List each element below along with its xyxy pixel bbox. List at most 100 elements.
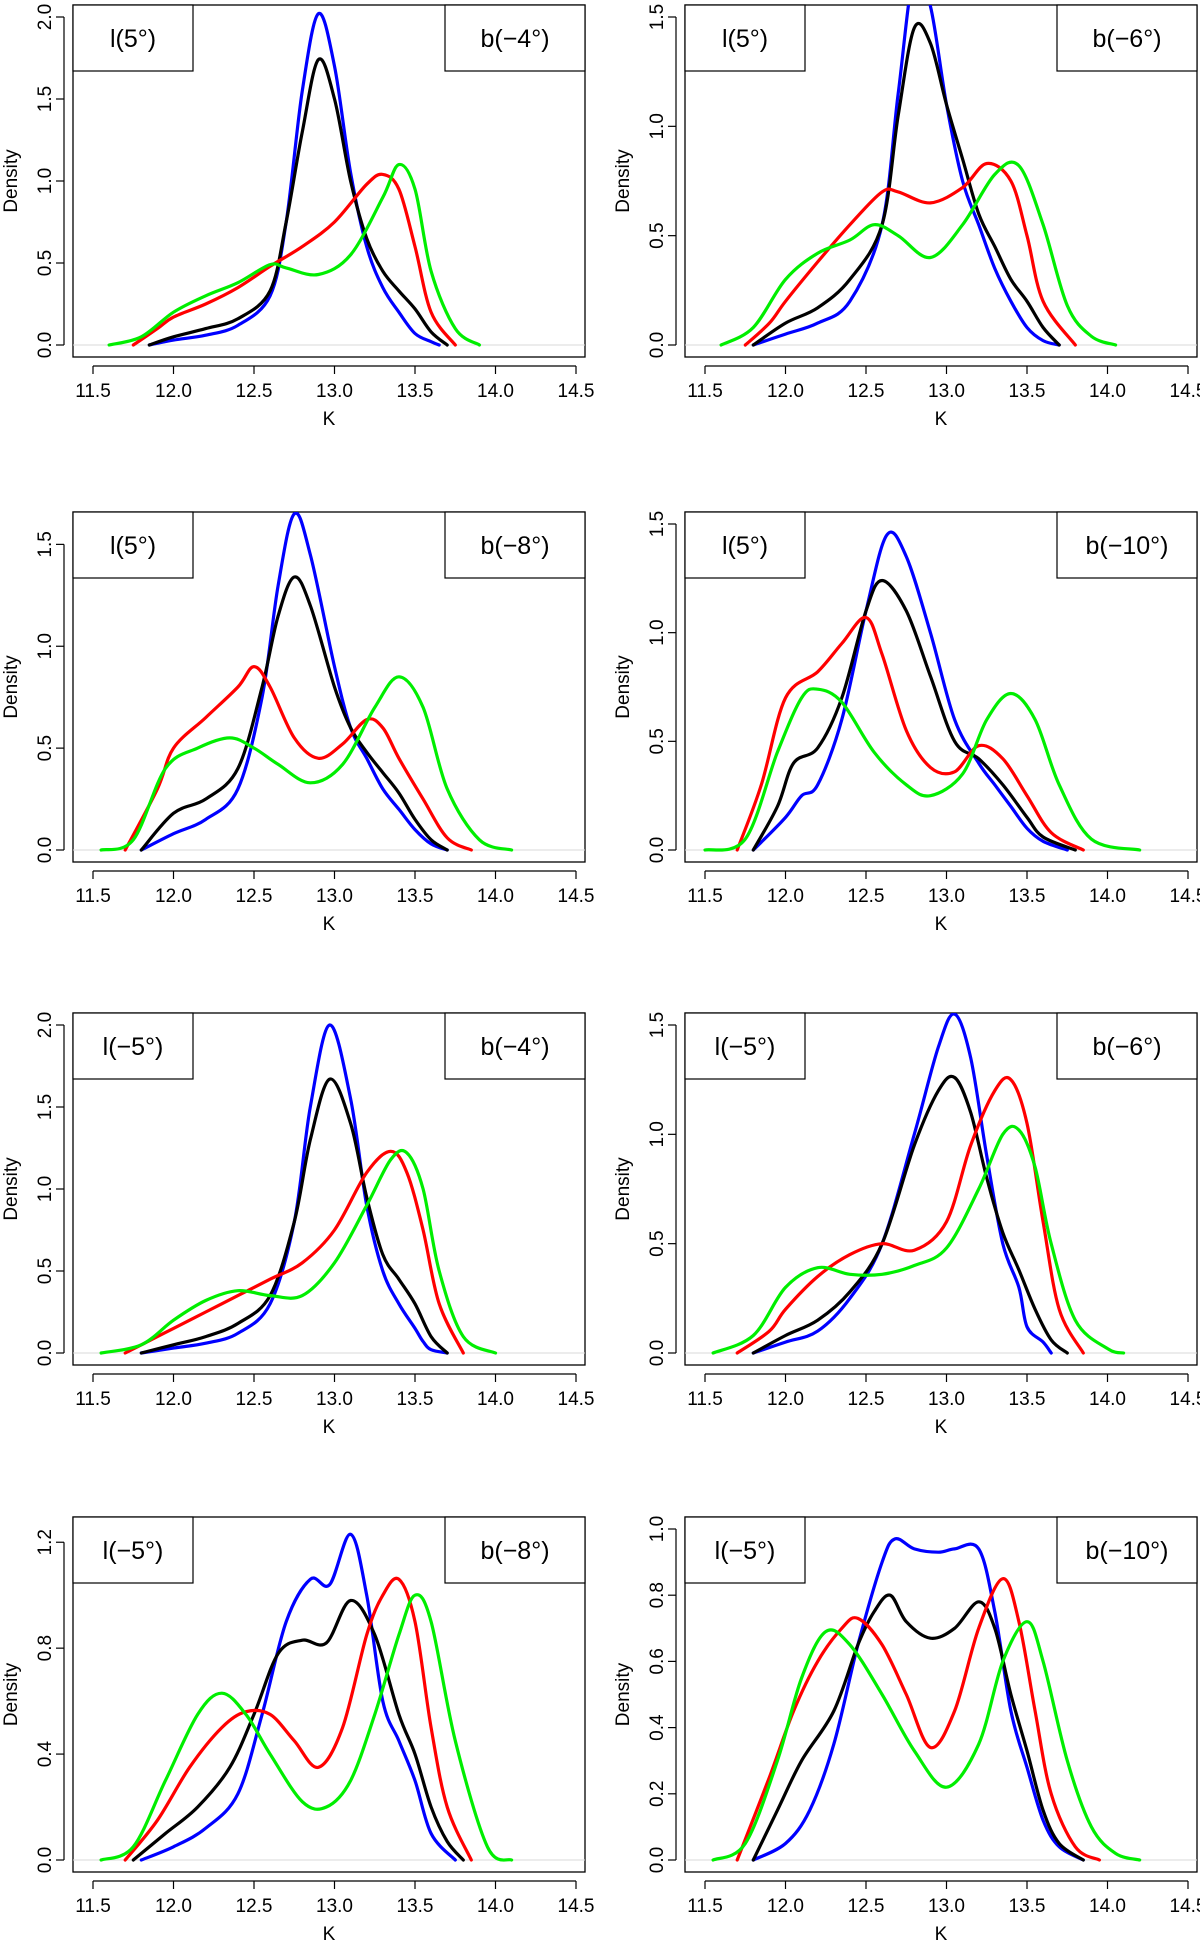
longitude-label-box xyxy=(72,511,194,579)
density-curve-blue xyxy=(751,1013,1053,1355)
density-curve-red xyxy=(743,161,1077,347)
longitude-label: l(−5°) xyxy=(715,1033,776,1061)
density-panel: 11.5 12.0 12.5 13.0 13.5 14.0 14.5 0.0 0.5 1.0 1.5… xyxy=(613,1012,1200,1438)
x-tick-label: 12.0 xyxy=(767,886,804,907)
y-tick-label: 0.5 xyxy=(35,250,56,276)
latitude-label-box xyxy=(444,1012,586,1080)
longitude-label: l(5°) xyxy=(110,532,156,560)
x-tick-label: 13.0 xyxy=(928,886,965,907)
y-tick-label: 1.5 xyxy=(35,531,56,557)
x-tick-label: 12.5 xyxy=(236,886,273,907)
y-tick-label: 0.0 xyxy=(647,1340,668,1366)
latitude-label-box xyxy=(444,511,586,579)
latitude-label: b(−6°) xyxy=(1092,25,1161,53)
density-curve-black xyxy=(139,1077,449,1355)
density-curve-black xyxy=(751,21,1061,347)
density-panel: 11.5 12.0 12.5 13.0 13.5 14.0 14.5 0.0 0.4 0.8 1.2… xyxy=(1,1516,594,1942)
latitude-label-box xyxy=(444,1516,586,1584)
plot-frame xyxy=(684,4,1198,358)
y-tick-label: 0.5 xyxy=(35,735,56,761)
density-panel: 11.5 12.0 12.5 13.0 13.5 14.0 14.5 0.0 0.5 1.0 1.5… xyxy=(613,4,1200,430)
longitude-label: l(5°) xyxy=(722,25,768,53)
x-tick-label: 12.5 xyxy=(236,1896,273,1917)
x-tick-label: 13.0 xyxy=(316,1896,353,1917)
y-tick-label: 0.4 xyxy=(35,1740,56,1767)
x-axis-title: K xyxy=(323,1924,336,1942)
y-tick-label: 1.2 xyxy=(35,1529,56,1555)
longitude-label-box xyxy=(684,1516,806,1584)
x-tick-label: 13.0 xyxy=(928,381,965,402)
latitude-label: b(−8°) xyxy=(480,532,549,560)
density-curve-black xyxy=(751,578,1077,852)
plot-frame xyxy=(684,1012,1198,1366)
y-axis-title: Density xyxy=(1,655,22,719)
y-axis-title: Density xyxy=(613,655,634,719)
y-tick-label: 1.5 xyxy=(35,86,56,112)
y-tick-label: 1.5 xyxy=(647,4,668,30)
x-tick-label: 12.0 xyxy=(767,1896,804,1917)
x-axis-title: K xyxy=(935,409,948,430)
x-tick-label: 12.0 xyxy=(767,1389,804,1410)
y-tick-label: 0.6 xyxy=(647,1648,668,1674)
density-curve-green xyxy=(99,1593,514,1862)
x-tick-label: 12.5 xyxy=(848,1389,885,1410)
density-curve-green xyxy=(711,1620,1142,1862)
density-curve-green xyxy=(107,162,481,347)
density-curve-red xyxy=(735,1075,1085,1355)
y-tick-label: 0.5 xyxy=(647,222,668,248)
y-tick-label: 0.5 xyxy=(35,1258,56,1284)
x-tick-label: 13.5 xyxy=(1009,1896,1046,1917)
y-tick-label: 1.0 xyxy=(647,1121,668,1147)
x-tick-label: 13.5 xyxy=(397,1896,434,1917)
density-curve-red xyxy=(123,665,473,852)
x-tick-label: 14.0 xyxy=(1089,886,1126,907)
density-curve-black xyxy=(131,1598,465,1862)
latitude-label-box xyxy=(1056,511,1198,579)
longitude-label-box xyxy=(72,4,194,72)
x-tick-label: 11.5 xyxy=(75,886,111,907)
x-tick-label: 14.5 xyxy=(1170,1389,1200,1410)
x-tick-label: 12.0 xyxy=(767,381,804,402)
latitude-label-box xyxy=(1056,1516,1198,1584)
x-tick-label: 14.0 xyxy=(477,1896,514,1917)
y-tick-label: 1.0 xyxy=(35,633,56,659)
y-tick-label: 2.0 xyxy=(35,1012,56,1038)
y-tick-label: 0.5 xyxy=(647,1230,668,1256)
x-tick-label: 13.0 xyxy=(316,1389,353,1410)
longitude-label-box xyxy=(684,511,806,579)
x-tick-label: 14.5 xyxy=(1170,886,1200,907)
y-axis-title: Density xyxy=(1,1157,22,1221)
x-tick-label: 12.0 xyxy=(155,886,192,907)
density-curve-blue xyxy=(751,5,1061,347)
plot-frame xyxy=(684,1516,1198,1873)
density-curve-black xyxy=(139,575,449,852)
y-axis-title: Density xyxy=(613,1662,634,1726)
x-tick-label: 11.5 xyxy=(687,1389,723,1410)
x-tick-label: 14.0 xyxy=(477,1389,514,1410)
y-tick-label: 0.8 xyxy=(35,1635,56,1661)
x-tick-label: 11.5 xyxy=(687,381,723,402)
y-tick-label: 0.4 xyxy=(647,1714,668,1741)
x-axis-title: K xyxy=(323,914,336,935)
latitude-label: b(−10°) xyxy=(1086,532,1169,560)
density-curve-green xyxy=(719,160,1118,347)
x-tick-label: 11.5 xyxy=(75,1389,111,1410)
x-axis-title: K xyxy=(935,914,948,935)
y-axis-title: Density xyxy=(1,149,22,213)
y-tick-label: 0.0 xyxy=(35,332,56,358)
y-tick-label: 0.0 xyxy=(647,1847,668,1873)
x-tick-label: 11.5 xyxy=(75,1896,111,1917)
x-tick-label: 14.0 xyxy=(477,886,514,907)
x-tick-label: 14.0 xyxy=(477,381,514,402)
y-tick-label: 1.5 xyxy=(35,1094,56,1120)
density-panel: 11.5 12.0 12.5 13.0 13.5 14.0 14.5 0.0 0.5 1.0 1.5… xyxy=(613,511,1200,935)
plot-frame xyxy=(72,511,586,863)
longitude-label-box xyxy=(72,1012,194,1080)
y-tick-label: 1.0 xyxy=(647,619,668,645)
latitude-label: b(−4°) xyxy=(480,1033,549,1061)
x-tick-label: 13.5 xyxy=(397,381,434,402)
x-tick-label: 13.5 xyxy=(1009,381,1046,402)
x-tick-label: 13.0 xyxy=(316,886,353,907)
x-tick-label: 12.0 xyxy=(155,381,192,402)
density-curve-green xyxy=(99,1148,498,1355)
